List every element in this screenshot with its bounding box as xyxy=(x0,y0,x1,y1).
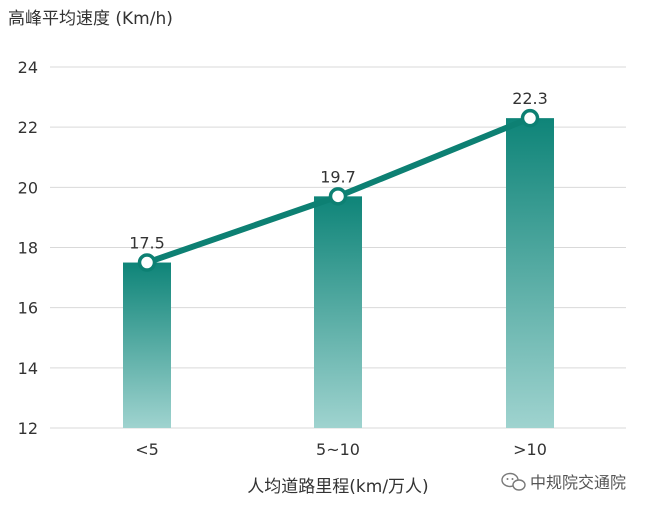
y-axis-label: 高峰平均速度 (Km/h) xyxy=(8,9,173,29)
x-tick-labels: <5 5~10 >10 xyxy=(135,440,547,459)
bar xyxy=(506,118,554,429)
bar xyxy=(123,262,171,428)
bar xyxy=(314,196,362,428)
y-tick-label: 22 xyxy=(18,118,38,137)
y-tick-label: 20 xyxy=(18,178,38,197)
bars xyxy=(123,118,554,429)
line-marker xyxy=(328,187,348,206)
x-axis-label: 人均道路里程(km/万人) xyxy=(247,477,428,497)
x-tick-label: <5 xyxy=(135,440,159,459)
watermark-text: 中规院交通院 xyxy=(530,473,626,492)
data-label: 19.7 xyxy=(320,167,356,186)
y-tick-label: 12 xyxy=(18,419,38,438)
data-labels: 17.5 19.7 22.3 xyxy=(129,89,548,252)
data-label: 17.5 xyxy=(129,234,165,253)
y-tick-label: 14 xyxy=(18,359,38,378)
y-tick-label: 16 xyxy=(18,299,38,318)
data-label: 22.3 xyxy=(512,89,548,108)
y-tick-label: 18 xyxy=(18,239,38,258)
y-tick-labels: 24 22 20 18 16 14 12 xyxy=(18,58,38,438)
y-tick-label: 24 xyxy=(18,58,38,77)
line-marker xyxy=(520,108,540,128)
x-tick-label: 5~10 xyxy=(316,440,360,459)
wechat-icon xyxy=(501,472,526,491)
line-marker xyxy=(137,253,157,272)
watermark: 中规院交通院 xyxy=(501,472,626,492)
trend-line-group xyxy=(137,108,540,272)
x-tick-label: >10 xyxy=(513,440,547,459)
